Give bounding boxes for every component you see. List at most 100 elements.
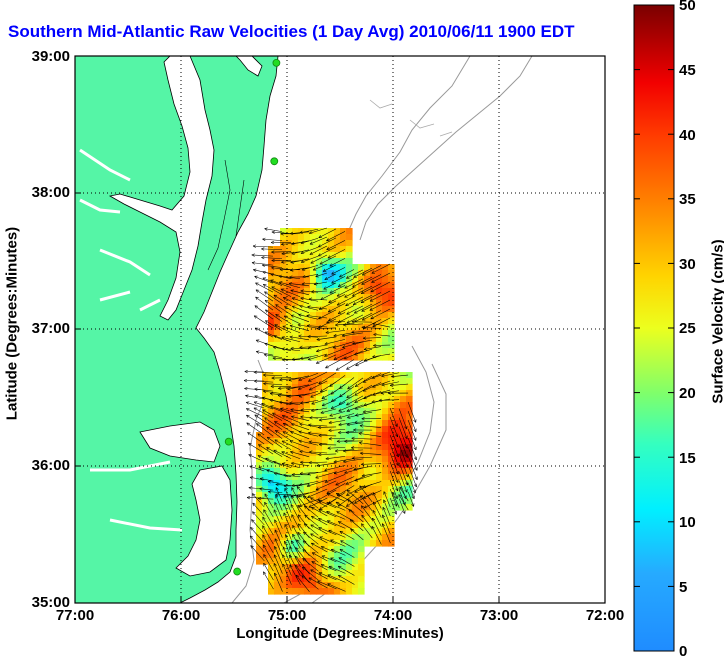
velocity-cell — [358, 534, 365, 541]
velocity-cell — [364, 414, 371, 421]
colorbar-tick-label: 45 — [679, 62, 709, 79]
colorbar-tick-label: 15 — [679, 450, 709, 467]
velocity-cell — [358, 282, 365, 289]
velocity-cell — [328, 450, 335, 457]
velocity-cell — [262, 546, 269, 553]
velocity-cell — [364, 444, 371, 451]
velocity-cell — [382, 540, 389, 547]
velocity-cell — [292, 234, 299, 241]
velocity-cell — [376, 408, 383, 415]
velocity-cell — [370, 450, 377, 457]
radar-station-marker — [234, 568, 241, 575]
velocity-cell — [352, 330, 359, 337]
velocity-cell — [376, 468, 383, 475]
velocity-cell — [310, 402, 317, 409]
velocity-cell — [382, 444, 389, 451]
velocity-cell — [322, 324, 329, 331]
velocity-cell — [352, 540, 359, 547]
velocity-cell — [352, 324, 359, 331]
velocity-cell — [280, 528, 287, 535]
velocity-cell — [382, 462, 389, 469]
y-tick-label: 39:00 — [18, 48, 70, 65]
velocity-cell — [382, 348, 389, 355]
velocity-cell — [370, 534, 377, 541]
velocity-cell — [328, 570, 335, 577]
velocity-cell — [382, 456, 389, 463]
velocity-cell — [334, 342, 341, 349]
velocity-cell — [262, 462, 269, 469]
velocity-cell — [364, 420, 371, 427]
velocity-cell — [322, 432, 329, 439]
velocity-cell — [322, 540, 329, 547]
velocity-cell — [268, 444, 275, 451]
velocity-cell — [274, 252, 281, 259]
velocity-cell — [352, 402, 359, 409]
velocity-cell — [322, 486, 329, 493]
colorbar-tick-label: 25 — [679, 320, 709, 337]
velocity-cell — [406, 396, 413, 403]
velocity-cell — [376, 336, 383, 343]
velocity-cell — [322, 588, 329, 595]
velocity-cell — [364, 432, 371, 439]
velocity-cell — [274, 258, 281, 265]
velocity-cell — [358, 588, 365, 595]
velocity-cell — [346, 462, 353, 469]
velocity-cell — [388, 324, 395, 331]
velocity-cell — [280, 270, 287, 277]
velocity-cell — [280, 588, 287, 595]
velocity-cell — [322, 336, 329, 343]
velocity-cell — [346, 264, 353, 271]
velocity-cell — [292, 432, 299, 439]
velocity-cell — [382, 324, 389, 331]
y-tick-label: 38:00 — [18, 184, 70, 201]
velocity-cell — [304, 468, 311, 475]
velocity-cell — [316, 450, 323, 457]
velocity-cell — [382, 414, 389, 421]
velocity-cell — [322, 252, 329, 259]
velocity-cell — [304, 234, 311, 241]
velocity-cell — [280, 342, 287, 349]
velocity-cell — [316, 588, 323, 595]
velocity-cell — [334, 300, 341, 307]
velocity-cell — [340, 288, 347, 295]
velocity-cell — [322, 300, 329, 307]
velocity-cell — [310, 444, 317, 451]
x-axis-label: Longitude (Degrees:Minutes) — [160, 625, 520, 642]
velocity-cell — [358, 480, 365, 487]
velocity-cell — [394, 504, 401, 511]
velocity-cell — [382, 474, 389, 481]
velocity-cell — [364, 306, 371, 313]
velocity-cell — [376, 432, 383, 439]
velocity-cell — [382, 402, 389, 409]
velocity-cell — [310, 516, 317, 523]
velocity-cell — [376, 420, 383, 427]
velocity-cell — [322, 576, 329, 583]
velocity-cell — [286, 294, 293, 301]
velocity-cell — [364, 270, 371, 277]
velocity-cell — [400, 396, 407, 403]
velocity-cell — [322, 318, 329, 325]
velocity-cell — [292, 528, 299, 535]
velocity-cell — [316, 228, 323, 235]
velocity-cell — [310, 480, 317, 487]
velocity-cell — [256, 468, 263, 475]
velocity-cell — [274, 414, 281, 421]
velocity-cell — [370, 516, 377, 523]
velocity-cell — [352, 546, 359, 553]
velocity-cell — [370, 486, 377, 493]
velocity-cell — [322, 534, 329, 541]
velocity-cell — [358, 318, 365, 325]
velocity-cell — [346, 390, 353, 397]
velocity-cell — [406, 378, 413, 385]
velocity-cell — [376, 294, 383, 301]
velocity-cell — [334, 282, 341, 289]
velocity-cell — [388, 348, 395, 355]
velocity-cell — [274, 486, 281, 493]
y-tick-label: 36:00 — [18, 457, 70, 474]
velocity-cell — [382, 276, 389, 283]
velocity-cell — [352, 372, 359, 379]
velocity-cell — [388, 336, 395, 343]
velocity-cell — [358, 372, 365, 379]
velocity-cell — [346, 336, 353, 343]
velocity-cell — [310, 474, 317, 481]
